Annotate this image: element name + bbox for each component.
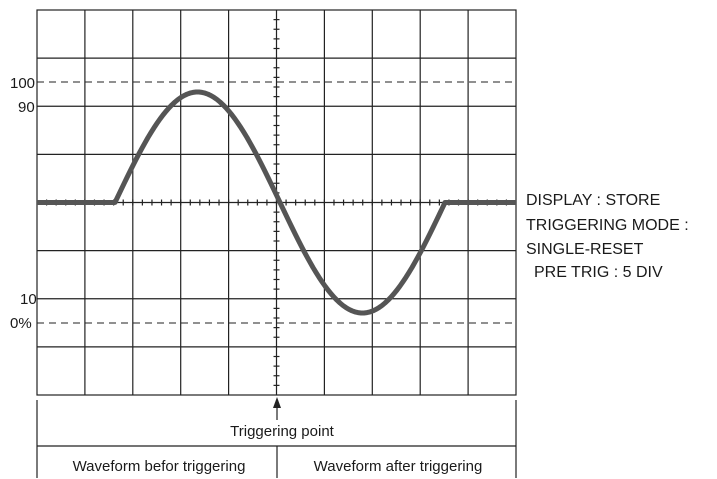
bottom-label: Waveform after triggering <box>314 458 483 475</box>
setting-text: DISPLAY : STORE <box>526 192 660 209</box>
trigger-arrowhead <box>273 397 281 408</box>
trigger-label: Triggering point <box>230 423 334 440</box>
setting-text: TRIGGERING MODE : <box>526 217 689 234</box>
setting-text: SINGLE-RESET <box>526 241 644 258</box>
scale-label: 0% <box>10 315 32 332</box>
bottom-label: Waveform befor triggering <box>73 458 246 475</box>
scale-label: 100 <box>10 75 35 92</box>
setting-text: PRE TRIG : 5 DIV <box>534 264 663 281</box>
scale-label: 90 <box>18 99 35 116</box>
scale-label: 10 <box>20 291 37 308</box>
waveform <box>37 89 516 316</box>
